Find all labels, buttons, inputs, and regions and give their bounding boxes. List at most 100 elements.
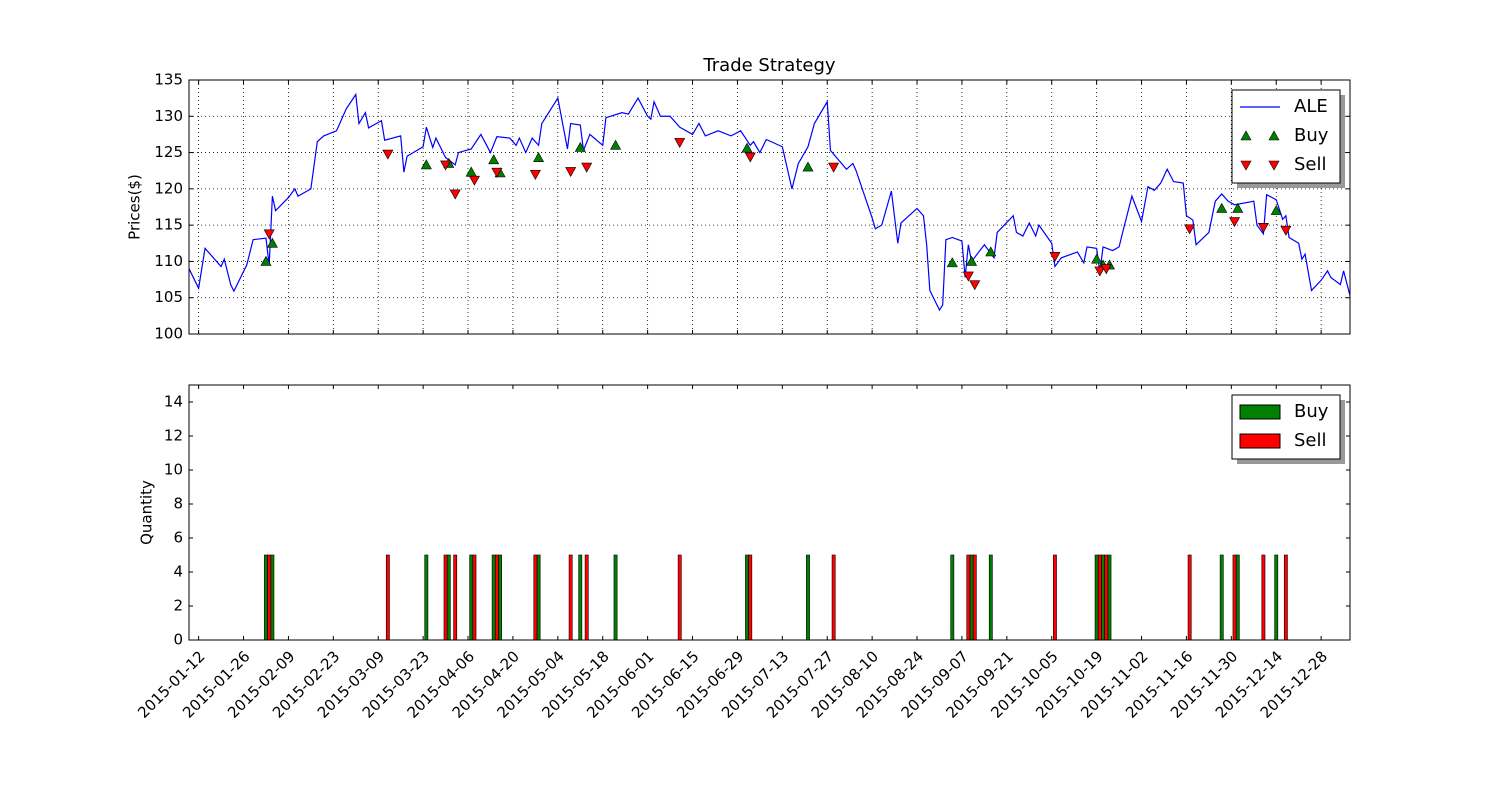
sell-marker	[440, 160, 452, 171]
sell-marker	[674, 138, 686, 149]
buy-marker	[946, 257, 958, 268]
sell-marker	[1257, 223, 1269, 233]
axes-frame	[188, 79, 1351, 335]
sell-marker	[1100, 264, 1112, 275]
buy-bar	[988, 554, 993, 641]
sell-marker	[744, 152, 756, 163]
buy-marker	[966, 255, 978, 266]
buy-bar	[424, 554, 429, 641]
sell-bar	[1261, 554, 1266, 641]
buy-bar	[446, 554, 451, 641]
buy-marker	[533, 152, 545, 162]
sell-bar	[966, 554, 971, 641]
sell-bar	[494, 554, 499, 641]
sell-bar	[831, 554, 836, 641]
buy-bar	[536, 554, 541, 641]
plot-area	[189, 80, 1350, 334]
buy-marker	[610, 139, 622, 150]
sell-bar	[1283, 554, 1288, 641]
sell-marker	[1049, 252, 1061, 262]
sell-bar	[748, 554, 753, 641]
sell-marker	[1094, 266, 1106, 277]
buy-bar	[491, 554, 496, 641]
y-axis-label: Quantity	[138, 480, 156, 545]
sell-marker	[382, 149, 394, 160]
buy-bar	[806, 554, 810, 641]
y-tick-label: 14	[164, 393, 183, 411]
y-tick-label: 0	[173, 631, 183, 649]
buy-bar	[264, 554, 268, 641]
sell-marker	[962, 271, 974, 282]
buy-marker	[266, 237, 278, 248]
legend-swatch	[1268, 160, 1280, 171]
buy-marker	[574, 141, 586, 152]
sell-marker	[468, 175, 480, 186]
price-line	[188, 92, 1351, 312]
legend-label: ALE	[1294, 96, 1328, 117]
legend-swatch	[1240, 160, 1252, 171]
y-tick-label: 4	[173, 563, 183, 581]
legend-swatch	[1240, 130, 1252, 141]
buy-marker	[420, 159, 432, 170]
buy-bar	[1094, 554, 1099, 641]
buy-marker	[985, 246, 997, 257]
buy-bar	[1274, 554, 1279, 641]
buy-marker	[260, 255, 272, 266]
y-tick-label: 2	[173, 597, 183, 615]
legend-swatch	[1239, 433, 1281, 449]
y-tick-label: 125	[154, 143, 183, 161]
buy-bar	[1235, 554, 1240, 641]
buy-marker	[1270, 205, 1282, 215]
sell-bar	[677, 554, 682, 641]
sell-marker	[449, 189, 461, 200]
y-tick-label: 110	[154, 252, 183, 270]
sell-bar	[1097, 554, 1102, 641]
sell-bar	[972, 554, 977, 641]
buy-bar	[578, 554, 583, 641]
legend-label: Sell	[1294, 430, 1327, 451]
buy-marker	[1216, 202, 1228, 213]
sell-bar	[533, 554, 538, 641]
sell-bar	[584, 554, 589, 641]
y-tick-label: 120	[154, 179, 183, 197]
y-tick-label: 8	[173, 495, 183, 513]
sell-bar	[1187, 554, 1192, 641]
sell-marker	[969, 280, 981, 291]
y-tick-label: 10	[164, 461, 183, 479]
plot-area	[189, 385, 1350, 640]
sell-bar	[385, 554, 390, 641]
buy-marker	[802, 161, 814, 172]
legend-label: Buy	[1294, 401, 1329, 422]
sell-bar	[568, 554, 573, 641]
chart-title: Trade Strategy	[702, 55, 835, 76]
buy-bar	[498, 554, 502, 641]
legend-swatch	[1268, 130, 1280, 141]
y-tick-label: 100	[154, 325, 183, 343]
y-tick-label: 115	[154, 216, 183, 234]
sell-bar	[267, 554, 272, 641]
sell-marker	[491, 167, 503, 178]
y-tick-label: 105	[154, 288, 183, 306]
sell-marker	[529, 170, 541, 180]
y-tick-label: 130	[154, 107, 183, 125]
y-tick-label: 6	[173, 529, 183, 547]
legend-label: Sell	[1294, 154, 1327, 175]
buy-marker	[1091, 253, 1103, 264]
legend-swatch	[1239, 404, 1281, 420]
sell-bar	[1232, 554, 1237, 641]
sell-bar	[1053, 554, 1057, 641]
sell-marker	[263, 229, 275, 240]
sell-marker	[1280, 225, 1292, 236]
buy-bar	[1101, 554, 1105, 641]
buy-bar	[950, 554, 955, 641]
legend-label: Buy	[1294, 125, 1329, 146]
buy-marker	[741, 142, 753, 153]
sell-marker	[1184, 224, 1196, 235]
buy-marker	[488, 154, 500, 165]
buy-bar	[745, 554, 749, 641]
sell-bar	[443, 554, 448, 641]
buy-marker	[1232, 202, 1244, 213]
y-tick-label: 12	[164, 427, 183, 445]
